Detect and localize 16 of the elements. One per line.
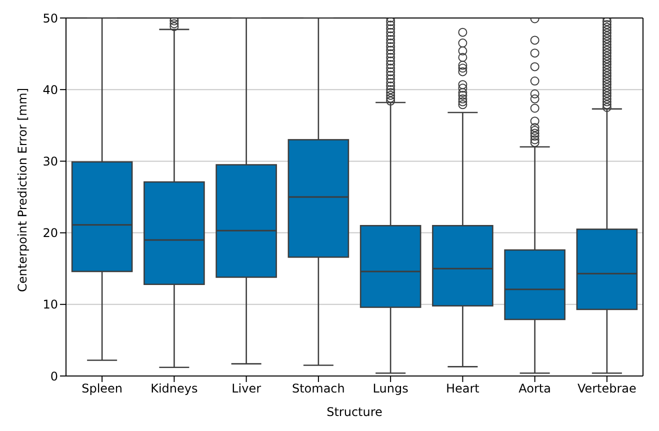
x-tick-label: Spleen: [82, 382, 123, 396]
x-tick-label: Heart: [446, 382, 480, 396]
x-tick-label: Stomach: [292, 382, 345, 396]
y-tick-label: 30: [42, 154, 58, 168]
y-tick-label: 50: [42, 11, 58, 26]
x-axis-title: Structure: [326, 405, 382, 419]
x-tick-label: Kidneys: [150, 382, 198, 396]
y-tick-label: 20: [42, 226, 58, 240]
x-tick-label: Aorta: [518, 382, 551, 396]
y-tick-label: 40: [42, 82, 58, 97]
y-tick-label: 0: [50, 369, 58, 384]
y-axis-title: Centerpoint Prediction Error [mm]: [15, 88, 30, 292]
y-tick-label: 10: [42, 298, 58, 312]
x-tick-label: Vertebrae: [577, 382, 636, 396]
x-tick-label: Lungs: [372, 382, 408, 396]
x-tick-label: Liver: [232, 382, 262, 396]
